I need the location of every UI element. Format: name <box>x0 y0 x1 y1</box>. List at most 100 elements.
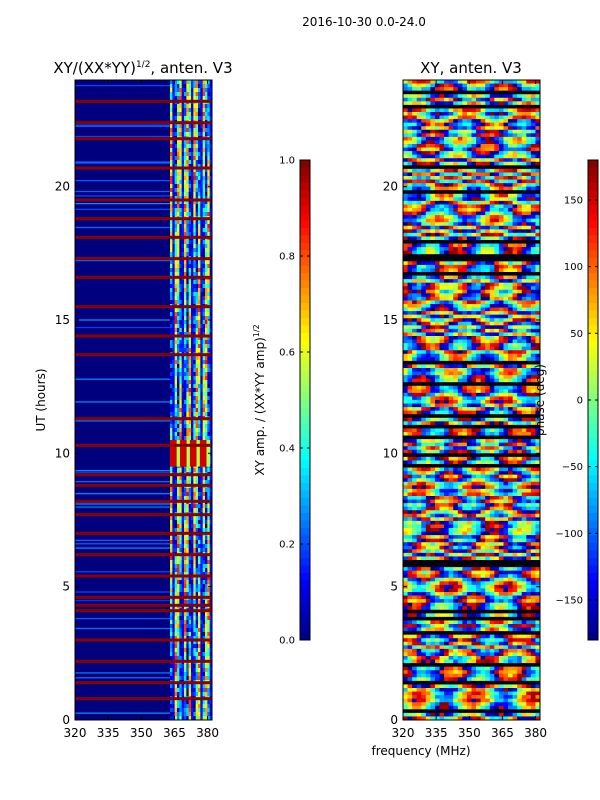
heatmap-cell <box>209 356 212 361</box>
phase-cell <box>457 161 463 166</box>
heatmap-cell <box>181 80 185 85</box>
heatmap-cell <box>191 332 194 337</box>
heatmap-cell <box>172 168 176 173</box>
heatmap-cell <box>193 96 197 101</box>
heatmap-cell <box>186 308 190 313</box>
heatmap-cell <box>202 224 206 229</box>
heatmap-cell <box>193 208 197 213</box>
heatmap-cell <box>209 388 212 393</box>
heatmap-cell <box>172 712 176 717</box>
phase-cell <box>480 176 486 180</box>
phase-cell <box>439 161 445 166</box>
phase-cell <box>412 282 418 287</box>
phase-cell <box>489 232 495 237</box>
heatmap-cell <box>191 244 194 249</box>
phase-cell <box>457 179 463 184</box>
heatmap-cell <box>209 88 212 93</box>
phase-cell <box>434 300 440 305</box>
phase-cell <box>466 250 472 255</box>
phase-cell <box>457 115 463 120</box>
heatmap-cell <box>202 700 206 705</box>
heatmap-cell <box>179 380 183 385</box>
phase-cell <box>466 108 472 113</box>
phase-cell <box>535 151 540 156</box>
heatmap-cell <box>193 640 197 645</box>
phase-cell <box>407 161 413 166</box>
phase-cell <box>416 90 422 95</box>
phase-cell <box>425 190 431 195</box>
amplitude-colorbar-swatch <box>300 580 310 588</box>
phase-cell <box>503 250 509 255</box>
heatmap-cell <box>191 584 194 589</box>
phase-cell <box>494 264 500 269</box>
heatmap-cell <box>188 316 192 321</box>
phase-cell <box>471 172 477 177</box>
heatmap-cell <box>202 264 206 269</box>
left-panel-title: XY/(XX*YY)1/2, anten. V3 <box>53 59 232 77</box>
heatmap-cell <box>188 656 192 661</box>
heatmap-cell <box>200 204 204 209</box>
heatmap-cell <box>191 328 194 333</box>
heatmap-cell <box>193 580 197 585</box>
phase-cell <box>485 257 491 262</box>
phase-cell <box>412 257 418 262</box>
heatmap-cell <box>186 300 190 305</box>
phase-cell <box>521 296 527 301</box>
heatmap-cell <box>177 80 180 85</box>
heatmap-cell <box>186 640 190 645</box>
flagged-row <box>75 275 212 279</box>
heatmap-cell <box>179 348 183 353</box>
heatmap-cell <box>177 640 180 645</box>
phase-cell <box>512 161 518 166</box>
flagged-row <box>75 257 212 261</box>
heatmap-cell <box>184 592 187 597</box>
heatmap-cell <box>177 168 180 173</box>
heatmap-cell <box>172 396 176 401</box>
phase-cell <box>485 129 491 134</box>
phase-cell <box>485 176 491 180</box>
phase-cell <box>503 179 509 184</box>
phase-cell <box>503 247 509 252</box>
heatmap-cell <box>193 88 197 93</box>
heatmap-streak <box>75 401 171 403</box>
phase-cell <box>444 257 450 262</box>
heatmap-cell <box>184 288 187 293</box>
heatmap-cell <box>198 344 201 349</box>
phase-cell <box>521 247 527 252</box>
heatmap-cell <box>177 396 180 401</box>
phase-cell <box>421 186 427 191</box>
phase-cell <box>448 129 454 134</box>
phase-cell <box>439 115 445 120</box>
heatmap-streak <box>75 208 171 210</box>
phase-cell <box>416 296 422 301</box>
heatmap-cell <box>188 188 192 193</box>
phase-cell <box>485 261 491 266</box>
phase-cell <box>485 211 491 216</box>
heatmap-cell <box>179 372 183 377</box>
heatmap-cell <box>179 412 183 417</box>
phase-cell <box>430 193 436 198</box>
phase-cell <box>421 261 427 266</box>
heatmap-cell <box>170 108 173 113</box>
phase-cell <box>535 161 540 166</box>
heatmap-cell <box>170 96 173 101</box>
phase-cell <box>421 97 427 102</box>
phase-cell <box>521 147 527 152</box>
heatmap-cell <box>170 288 173 293</box>
heatmap-cell <box>202 412 206 417</box>
phase-cell <box>407 186 413 191</box>
phase-cell <box>466 261 472 266</box>
phase-cell <box>448 261 454 266</box>
heatmap-cell <box>193 112 197 117</box>
phase-cell <box>453 108 459 113</box>
heatmap-streak <box>75 125 171 127</box>
phase-cell <box>439 250 445 255</box>
heatmap-cell <box>191 112 194 117</box>
heatmap-cell <box>202 400 206 405</box>
phase-cell <box>453 211 459 216</box>
heatmap-cell <box>193 488 197 493</box>
heatmap-cell <box>174 320 178 325</box>
phase-cell <box>407 293 413 298</box>
heatmap-cell <box>205 128 208 133</box>
heatmap-cell <box>209 412 212 417</box>
